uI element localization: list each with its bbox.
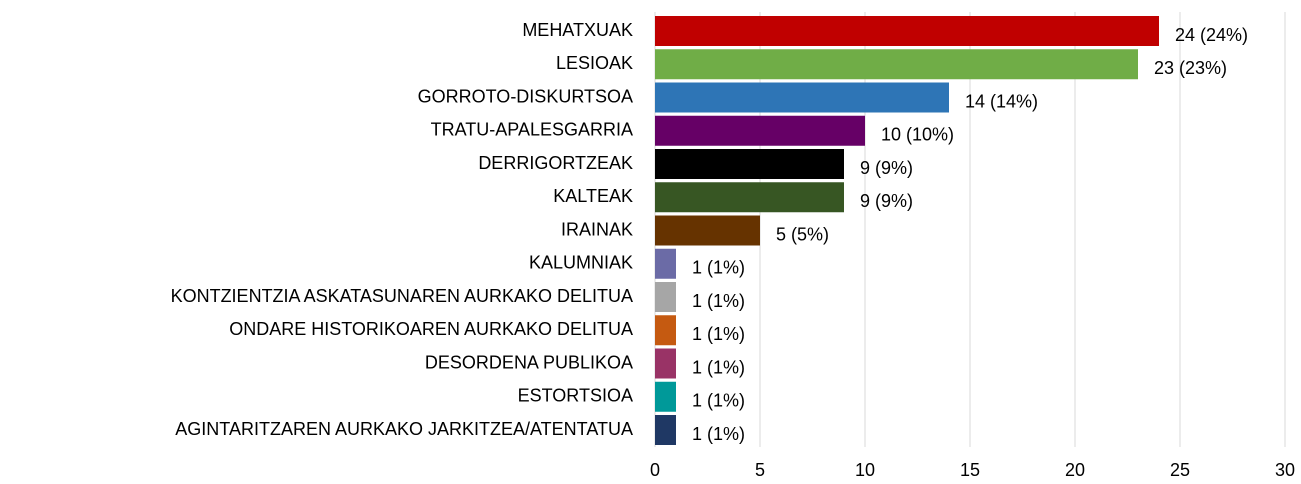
value-label: 23 (23%) xyxy=(1154,58,1227,78)
y-tick-label: KALTEAK xyxy=(553,186,633,206)
y-tick-label: DERRIGORTZEAK xyxy=(478,153,633,173)
x-tick-label: 0 xyxy=(650,460,660,480)
bar xyxy=(655,282,676,312)
value-label: 1 (1%) xyxy=(692,391,745,411)
value-label: 1 (1%) xyxy=(692,357,745,377)
value-label: 1 (1%) xyxy=(692,424,745,444)
x-tick-label: 5 xyxy=(755,460,765,480)
bar xyxy=(655,248,676,279)
value-label: 5 (5%) xyxy=(776,224,829,244)
value-label: 9 (9%) xyxy=(860,158,913,178)
bar xyxy=(655,49,1138,80)
y-tick-label: MEHATXUAK xyxy=(522,20,633,40)
y-tick-label: IRAINAK xyxy=(561,219,633,239)
value-label: 9 (9%) xyxy=(860,191,913,211)
value-label: 24 (24%) xyxy=(1175,25,1248,45)
y-tick-label: KONTZIENTZIA ASKATASUNAREN AURKAKO DELIT… xyxy=(171,286,633,306)
bar xyxy=(655,215,760,246)
y-tick-label: GORROTO-DISKURTSOA xyxy=(418,86,633,106)
bar xyxy=(655,149,844,179)
bar xyxy=(655,115,865,146)
y-tick-label: LESIOAK xyxy=(556,53,633,73)
y-tick-label: AGINTARITZAREN AURKAKO JARKITZEA/ATENTAT… xyxy=(175,419,633,439)
y-tick-label: DESORDENA PUBLIKOA xyxy=(425,352,633,372)
bar xyxy=(655,381,676,412)
value-label: 10 (10%) xyxy=(881,125,954,145)
bar xyxy=(655,348,676,379)
y-tick-label: TRATU-APALESGARRIA xyxy=(431,120,633,140)
x-tick-label: 30 xyxy=(1275,460,1295,480)
x-tick-label: 25 xyxy=(1170,460,1190,480)
y-tick-label: ESTORTSIOA xyxy=(518,386,633,406)
value-label: 1 (1%) xyxy=(692,324,745,344)
bar xyxy=(655,82,949,113)
x-tick-label: 20 xyxy=(1065,460,1085,480)
bar xyxy=(655,182,844,213)
value-label: 1 (1%) xyxy=(692,258,745,278)
bar xyxy=(655,315,676,346)
y-tick-label: ONDARE HISTORIKOAREN AURKAKO DELITUA xyxy=(229,319,633,339)
bar xyxy=(655,16,1159,46)
x-tick-label: 15 xyxy=(960,460,980,480)
value-label: 1 (1%) xyxy=(692,291,745,311)
x-tick-label: 10 xyxy=(855,460,875,480)
value-label: 14 (14%) xyxy=(965,91,1038,111)
bar xyxy=(655,415,676,445)
y-tick-label: KALUMNIAK xyxy=(529,253,633,273)
